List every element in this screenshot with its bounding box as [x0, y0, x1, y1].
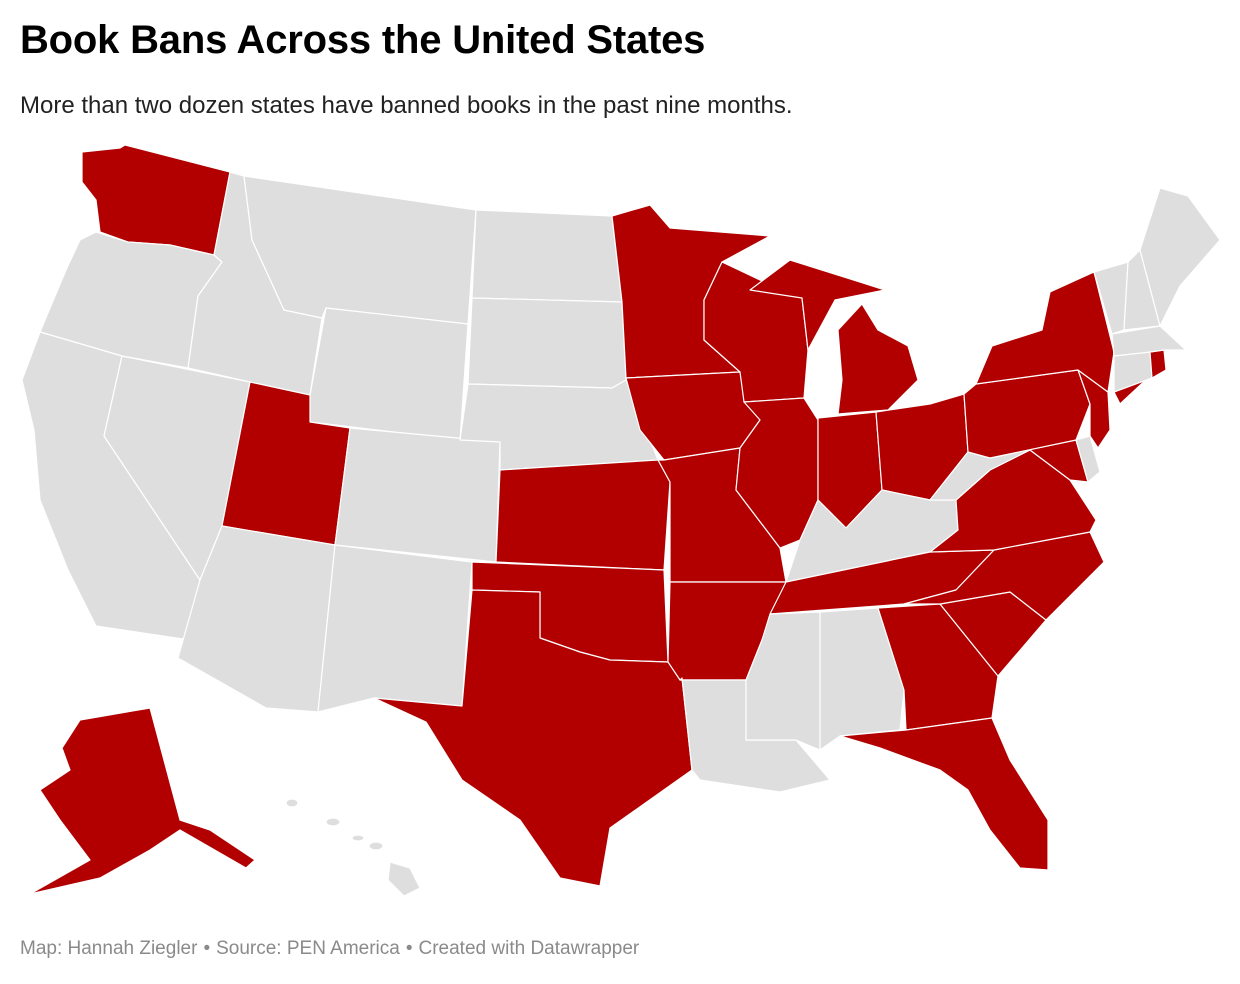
- map-title: Book Bans Across the United States: [20, 18, 706, 62]
- state-north-carolina[interactable]: [903, 531, 1105, 621]
- state-hawaii[interactable]: [285, 798, 421, 897]
- state-alaska[interactable]: [29, 707, 256, 895]
- state-kansas[interactable]: [495, 459, 671, 571]
- state-delaware[interactable]: [1075, 435, 1101, 483]
- footer-separator: •: [203, 938, 211, 959]
- state-texas[interactable]: [373, 589, 693, 887]
- state-florida[interactable]: [839, 717, 1049, 871]
- state-illinois[interactable]: [735, 397, 819, 549]
- state-north-dakota[interactable]: [471, 209, 623, 303]
- state-michigan[interactable]: [749, 259, 919, 415]
- map-source: Source: PEN America: [216, 938, 400, 959]
- datawrapper-credit: Created with Datawrapper: [418, 938, 640, 959]
- state-wisconsin[interactable]: [703, 261, 809, 403]
- us-states-map: [21, 144, 1221, 897]
- state-rhode-island[interactable]: [1149, 349, 1167, 379]
- map-credit: Map: Hannah Ziegler: [20, 938, 198, 959]
- footer-separator: •: [405, 938, 413, 959]
- state-wyoming[interactable]: [309, 307, 469, 441]
- state-new-mexico[interactable]: [317, 544, 473, 713]
- state-colorado[interactable]: [334, 427, 501, 563]
- state-south-dakota[interactable]: [467, 297, 627, 389]
- map-footer: Map: Hannah Ziegler • Source: PEN America •…: [20, 938, 639, 960]
- map-subtitle: More than two dozen states have banned b…: [20, 92, 793, 119]
- state-maine[interactable]: [1139, 187, 1221, 327]
